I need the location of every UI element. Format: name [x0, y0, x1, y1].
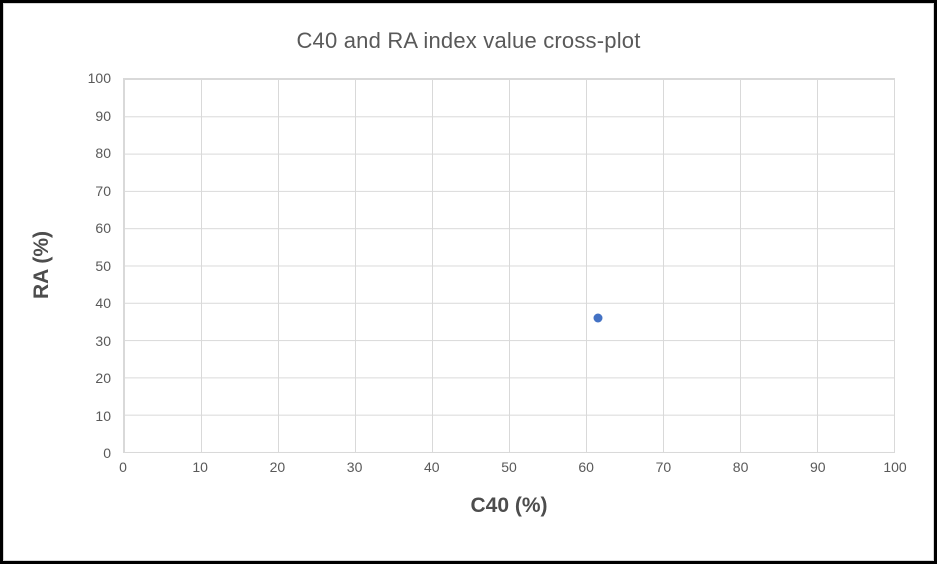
- x-tick-label: 60: [578, 459, 594, 475]
- x-axis-tick-labels: 0 10 20 30 40 50 60 70 80 90 100: [119, 459, 907, 477]
- data-point-marker: [593, 313, 603, 323]
- y-tick-label: 100: [87, 70, 111, 86]
- x-tick-label: 10: [192, 459, 208, 475]
- x-tick-label: 70: [655, 459, 672, 475]
- y-tick-label: 0: [103, 445, 111, 461]
- y-tick-label: 20: [95, 370, 111, 386]
- x-tick-label: 80: [732, 459, 749, 475]
- x-tick-label: 40: [424, 459, 440, 475]
- y-tick-label: 50: [95, 257, 111, 274]
- x-tick-label: 50: [501, 459, 517, 475]
- y-tick-label: 40: [95, 295, 111, 311]
- chart-title: C40 and RA index value cross-plot: [296, 28, 641, 53]
- x-tick-label: 0: [119, 459, 127, 475]
- y-tick-label: 90: [95, 107, 111, 124]
- y-tick-label: 30: [95, 332, 111, 349]
- y-tick-label: 70: [95, 182, 111, 199]
- y-axis-title: RA (%): [30, 230, 53, 300]
- x-tick-label: 100: [883, 459, 907, 475]
- chart-canvas: C40 and RA index value cross-plot 0 10 20 3…: [3, 3, 934, 561]
- y-axis-tick-labels: 0 10 20 30 40 50 60 70 80 90 100: [4, 70, 111, 461]
- x-axis-title: C40 (%): [470, 494, 548, 517]
- x-tick-label: 30: [346, 459, 363, 475]
- y-tick-label: 60: [95, 220, 111, 236]
- x-tick-label: 90: [810, 459, 826, 475]
- y-tick-label: 80: [95, 145, 111, 161]
- y-tick-label: 10: [95, 407, 111, 424]
- plot-area: [123, 78, 895, 453]
- x-tick-label: 20: [269, 459, 286, 475]
